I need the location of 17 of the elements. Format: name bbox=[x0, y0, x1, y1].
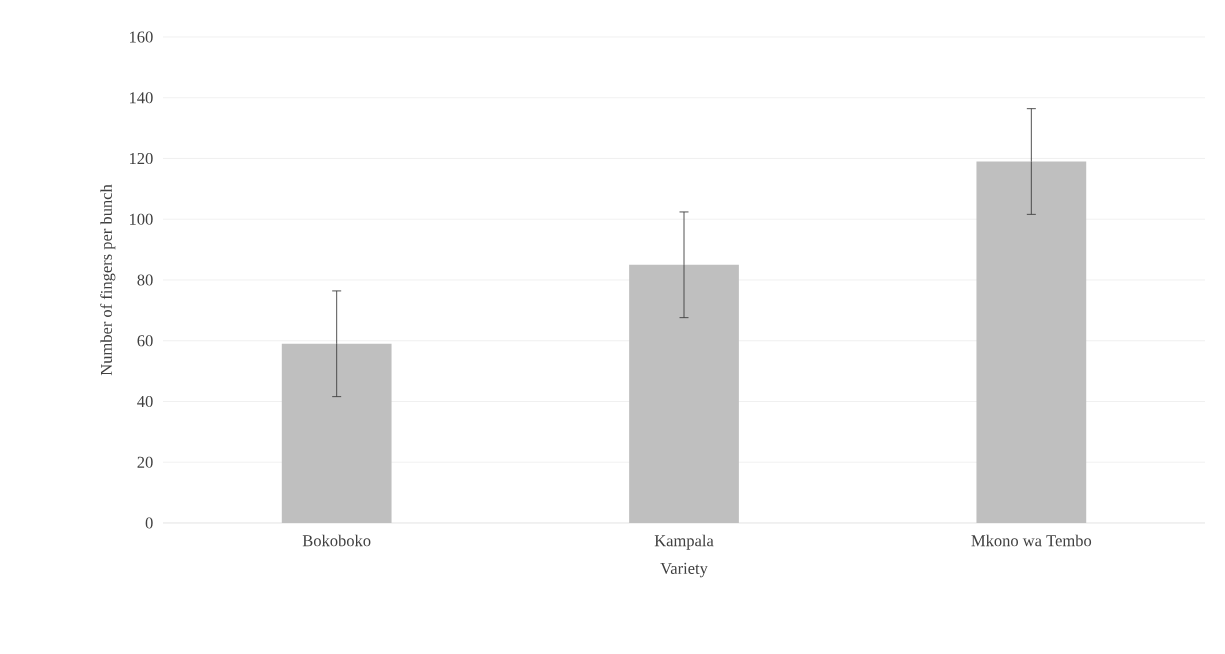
y-tick-label: 60 bbox=[137, 335, 153, 347]
y-tick-label: 80 bbox=[137, 274, 153, 286]
x-tick-label: Mkono wa Tembo bbox=[971, 534, 1092, 547]
bar bbox=[976, 161, 1087, 523]
y-tick-label: 140 bbox=[130, 92, 153, 104]
y-tick-label: 20 bbox=[137, 456, 153, 468]
y-axis-title: Number of fingers per bunch bbox=[100, 184, 116, 376]
x-tick-label: Bokoboko bbox=[302, 534, 371, 547]
y-tick-label: 100 bbox=[130, 213, 153, 225]
y-tick-label: 160 bbox=[130, 31, 153, 43]
bar bbox=[281, 343, 392, 523]
x-axis-title: Variety bbox=[660, 562, 708, 578]
y-tick-label: 40 bbox=[137, 395, 153, 408]
y-tick-label: 120 bbox=[130, 152, 153, 165]
y-tick-label: 0 bbox=[145, 517, 153, 529]
bar bbox=[629, 264, 739, 523]
x-tick-label: Kampala bbox=[654, 534, 714, 550]
